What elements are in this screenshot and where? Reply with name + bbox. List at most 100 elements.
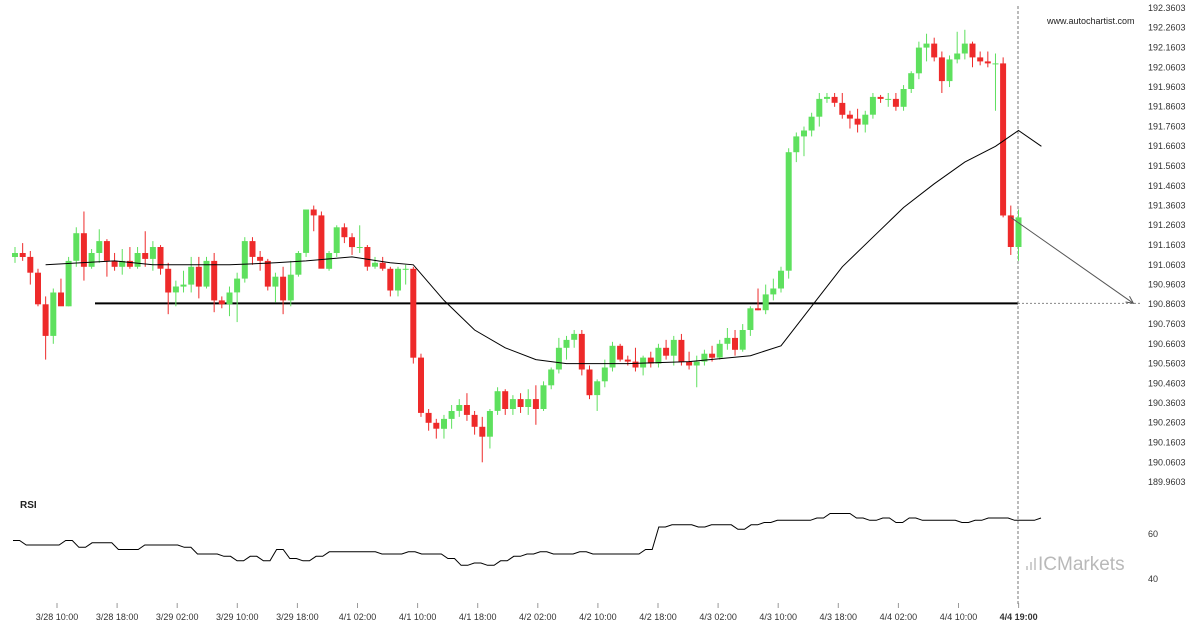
y-tick-label: 190.8603: [1148, 299, 1186, 309]
candle: [50, 288, 57, 344]
candle-body: [747, 308, 754, 330]
candle: [977, 51, 984, 66]
candle-body: [80, 233, 87, 267]
candle: [372, 256, 378, 269]
candle-body: [1007, 215, 1014, 247]
y-tick-label: 191.8603: [1148, 102, 1186, 112]
candle: [318, 211, 325, 269]
candle: [80, 211, 87, 281]
candle: [295, 250, 302, 277]
candle-body: [532, 399, 539, 409]
candle: [601, 359, 608, 388]
y-tick-label: 191.0603: [1148, 260, 1186, 270]
candle: [869, 92, 876, 119]
candle-body: [892, 98, 899, 107]
candle-body: [96, 241, 103, 253]
candle: [762, 284, 769, 315]
candle-body: [954, 53, 961, 60]
moving-average-line: [45, 129, 1042, 365]
y-tick-label: 192.3603: [1148, 3, 1186, 13]
candle-body: [900, 89, 907, 107]
x-tick-label: 4/3 18:00: [820, 612, 858, 622]
x-tick-label: 3/28 10:00: [36, 612, 79, 622]
y-tick-label: 191.3603: [1148, 201, 1186, 211]
candle: [103, 239, 110, 277]
candle: [1007, 205, 1014, 255]
candle: [387, 266, 394, 297]
candle-body: [846, 114, 853, 119]
candle-body: [824, 96, 830, 99]
candle-body: [540, 385, 547, 409]
candle: [801, 126, 807, 157]
candle: [395, 266, 401, 297]
y-tick-label: 190.1603: [1148, 438, 1186, 448]
y-tick-label: 190.3603: [1148, 398, 1186, 408]
candle: [188, 256, 195, 293]
candle: [42, 296, 49, 360]
candle-body: [73, 233, 80, 261]
candle: [333, 225, 340, 257]
candle-body: [663, 347, 670, 356]
candle-body: [563, 339, 570, 348]
candle: [349, 233, 355, 255]
candle: [969, 41, 976, 68]
candle: [218, 296, 225, 309]
y-tick-label: 191.9603: [1148, 82, 1186, 92]
candle-body: [647, 357, 654, 364]
candle: [540, 381, 547, 411]
candle: [364, 245, 371, 271]
y-tick-label: 190.6603: [1148, 339, 1186, 349]
candle-body: [617, 345, 624, 360]
candle-body: [356, 247, 363, 248]
candle-body: [854, 118, 861, 125]
candle: [257, 250, 264, 271]
candle-body: [226, 292, 233, 305]
candle-body: [601, 367, 608, 382]
candle: [594, 379, 601, 411]
candle-body: [555, 347, 562, 370]
candle-body: [509, 399, 516, 409]
y-tick-label: 190.0603: [1148, 457, 1186, 467]
candle: [234, 272, 241, 323]
candle-body: [938, 57, 945, 82]
candle: [471, 410, 478, 435]
y-tick-label: 190.5603: [1148, 359, 1186, 369]
candle-body: [701, 353, 708, 362]
candle: [441, 414, 447, 439]
candle: [73, 227, 80, 267]
candle-body: [693, 361, 700, 366]
candle-body: [157, 247, 164, 269]
y-tick-label: 192.0603: [1148, 62, 1186, 72]
y-tick-label: 190.9603: [1148, 280, 1186, 290]
candle-body: [234, 278, 241, 293]
y-tick-label: 191.2603: [1148, 220, 1186, 230]
candle-body: [977, 57, 984, 62]
candle-body: [249, 241, 256, 257]
candle: [678, 333, 685, 366]
candle-body: [180, 284, 187, 287]
candle-body: [65, 260, 72, 307]
forecast-arrow-head: [1125, 296, 1135, 304]
candle: [824, 92, 830, 103]
candle-body: [441, 418, 447, 429]
candle-body: [709, 353, 716, 358]
candle-body: [172, 286, 179, 293]
candle: [732, 329, 738, 356]
candle: [195, 256, 202, 299]
candle: [211, 252, 218, 313]
candle-body: [211, 260, 218, 301]
candle-body: [609, 345, 616, 368]
candle-body: [195, 266, 202, 287]
candle: [724, 328, 731, 350]
x-tick-label: 4/4 10:00: [940, 612, 978, 622]
candle-body: [264, 260, 271, 287]
candle-body: [984, 61, 991, 64]
candle-body: [310, 209, 317, 216]
x-tick-label: 3/29 10:00: [216, 612, 259, 622]
candle-body: [1015, 217, 1022, 247]
candle-body: [808, 116, 815, 131]
candle: [908, 71, 915, 93]
candle: [180, 270, 187, 293]
